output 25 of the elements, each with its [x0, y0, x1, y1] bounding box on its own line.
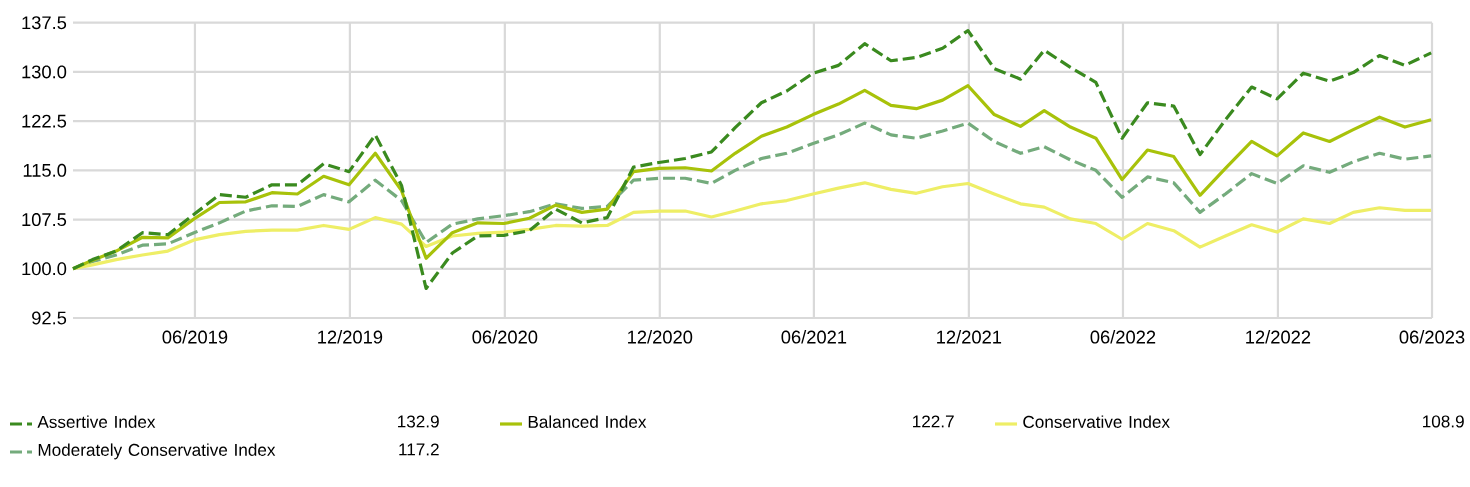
x-tick-label: 06/2021	[781, 330, 847, 344]
y-tick-label: 107.5	[22, 213, 67, 227]
y-tick-label: 137.5	[22, 16, 67, 30]
x-tick-label: 12/2020	[628, 330, 693, 344]
text: 122.7	[913, 415, 954, 428]
x-tick-label: 06/2022	[1090, 330, 1156, 344]
x-tick-label: 12/2021	[937, 330, 1002, 344]
text: 117.2	[399, 443, 439, 456]
legend-label: Conservative Index	[1023, 415, 1170, 428]
legend-label: Assertive Index	[37, 415, 156, 428]
y-tick-label: 130.0	[22, 65, 67, 79]
y-tick-label: 122.5	[22, 114, 67, 128]
x-tick-label: 12/2019	[318, 330, 383, 344]
legend-label: Balanced Index	[528, 415, 647, 428]
x-tick-label: 06/2019	[162, 330, 228, 344]
line-series	[71, 28, 1433, 291]
x-tick-label: 06/2023	[1399, 330, 1465, 344]
y-tick-label: 115.0	[23, 163, 67, 177]
text: 132.9	[398, 415, 439, 428]
x-tick-label: 12/2022	[1246, 330, 1311, 344]
legend-label: Moderately Conservative Index	[38, 443, 276, 460]
x-tick-label: 06/2020	[472, 330, 538, 344]
text: 108.9	[1423, 415, 1464, 428]
y-tick-label: 100.0	[22, 262, 67, 276]
y-tick-label: 92.5	[32, 311, 67, 325]
